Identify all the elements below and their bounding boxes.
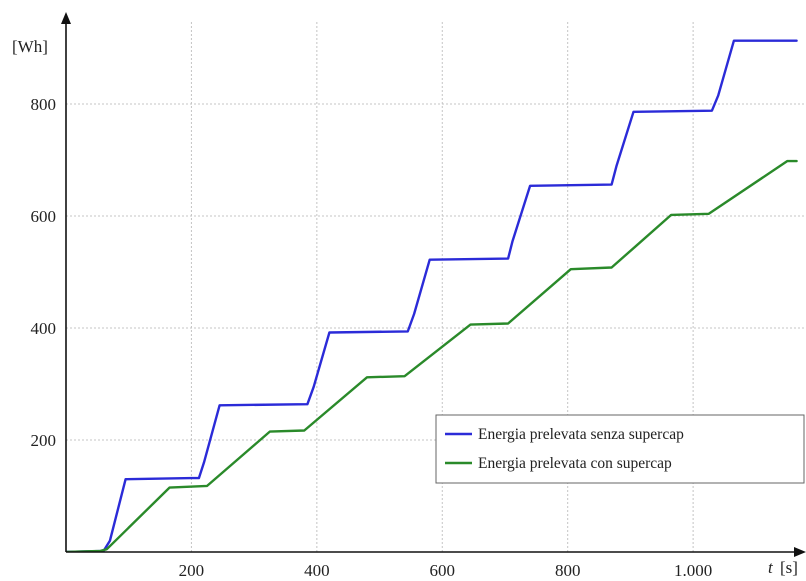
x-tick-label: 1.000 — [674, 561, 712, 580]
x-tick-label: 400 — [304, 561, 330, 580]
x-tick-label: 800 — [555, 561, 581, 580]
y-tick-label: 200 — [31, 431, 57, 450]
x-axis-unit: [s] — [780, 558, 798, 577]
legend-label-senza: Energia prelevata senza supercap — [478, 426, 684, 443]
y-axis-arrow — [61, 12, 71, 24]
legend-label-con: Energia prelevata con supercap — [478, 455, 672, 472]
legend-box — [435, 414, 805, 484]
series-line-1 — [66, 159, 798, 552]
y-tick-label: 800 — [31, 95, 57, 114]
x-axis-label: t — [768, 558, 774, 577]
tick-labels: 200 400 600 800 1.000 200 400 600 800 — [31, 95, 713, 580]
series-line-0 — [66, 39, 798, 552]
y-axis-label: [Wh] — [12, 37, 48, 56]
series-lines — [66, 39, 798, 552]
x-tick-label: 200 — [179, 561, 205, 580]
x-tick-label: 600 — [430, 561, 456, 580]
x-axis-arrow — [794, 547, 806, 557]
y-tick-label: 400 — [31, 319, 57, 338]
legend: Energia prelevata senza supercap Energia… — [435, 414, 805, 484]
y-tick-label: 600 — [31, 207, 57, 226]
